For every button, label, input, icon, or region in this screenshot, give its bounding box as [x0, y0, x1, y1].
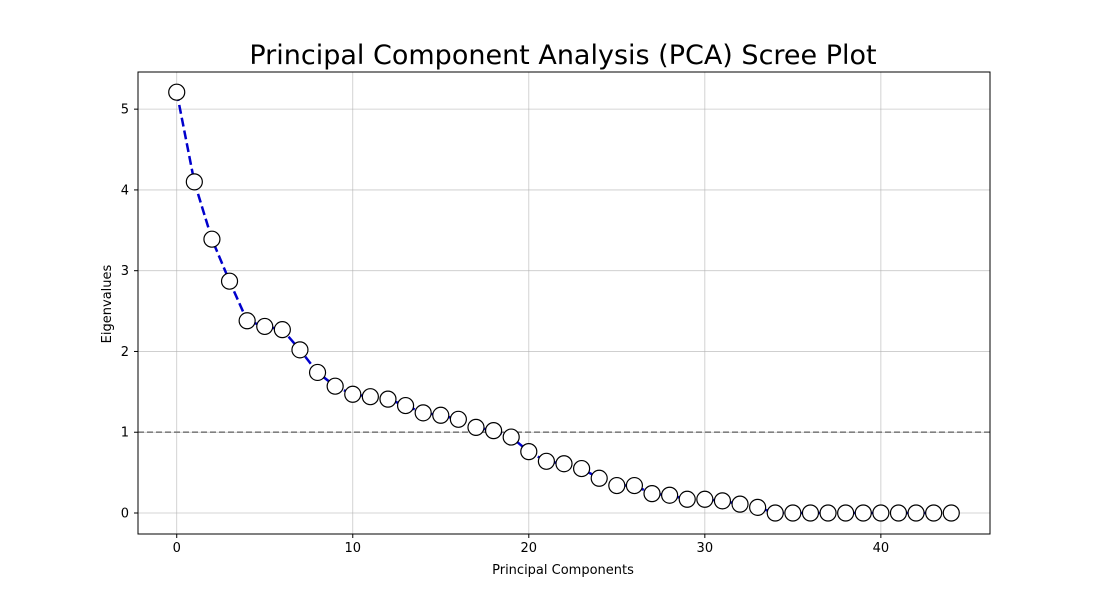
data-point-marker	[273, 321, 291, 339]
y-axis-ticks: 0 1 2 3 4 5	[121, 103, 138, 522]
y-tick-label: 0	[121, 507, 129, 522]
data-point-marker	[326, 377, 344, 395]
y-axis-label: Eigenvalues	[100, 264, 115, 343]
grid-lines	[138, 72, 990, 534]
data-point-marker	[608, 476, 626, 495]
data-point-marker	[467, 418, 485, 436]
x-tick-label: 10	[344, 541, 361, 556]
data-point-marker	[661, 486, 679, 504]
data-point-marker	[520, 443, 538, 461]
x-axis-ticks: 0 10 20 30 40	[173, 534, 890, 556]
data-point-marker	[361, 388, 379, 406]
data-point-marker	[749, 498, 767, 516]
data-point-marker	[573, 459, 591, 478]
y-tick-label: 3	[121, 264, 129, 279]
data-point-marker	[590, 469, 608, 487]
x-tick-label: 30	[697, 541, 714, 556]
y-tick-label: 5	[121, 103, 129, 118]
data-point-marker	[291, 341, 309, 359]
data-point-marker	[256, 317, 274, 336]
data-point-marker	[203, 230, 221, 248]
x-tick-label: 0	[173, 541, 181, 556]
data-point-marker	[801, 504, 820, 522]
data-point-marker	[220, 272, 239, 290]
data-point-marker	[502, 428, 520, 446]
data-point-marker	[854, 504, 872, 522]
data-point-marker	[344, 385, 362, 403]
x-tick-label: 40	[873, 541, 890, 556]
data-point-marker	[643, 485, 661, 503]
data-point-marker	[731, 495, 749, 513]
data-point-marker	[185, 173, 203, 191]
x-tick-label: 20	[521, 541, 538, 556]
chart-title: Principal Component Analysis (PCA) Scree…	[249, 40, 876, 71]
data-point-marker	[819, 504, 837, 522]
data-point-marker	[678, 490, 696, 508]
data-point-marker	[537, 452, 555, 470]
data-point-marker	[308, 363, 327, 382]
data-point-marker	[784, 504, 802, 522]
y-tick-label: 1	[121, 426, 129, 441]
data-point-marker	[696, 490, 714, 508]
data-point-marker	[713, 492, 732, 510]
data-point-marker	[942, 504, 960, 522]
x-axis-label: Principal Components	[492, 563, 634, 578]
data-point-marker	[837, 504, 855, 522]
data-point-marker	[484, 422, 503, 440]
y-tick-label: 4	[121, 183, 129, 198]
data-point-marker	[766, 504, 784, 522]
data-point-marker	[432, 406, 450, 424]
data-point-marker	[925, 504, 943, 522]
data-point-marker	[414, 404, 432, 422]
plot-area-frame	[137, 71, 991, 535]
data-point-marker	[168, 83, 186, 101]
marker-layer	[168, 83, 960, 522]
data-point-marker	[379, 390, 397, 408]
data-point-marker	[907, 504, 925, 522]
data-point-marker	[238, 312, 256, 330]
data-point-marker	[555, 455, 573, 473]
y-tick-label: 2	[121, 345, 129, 360]
data-point-marker	[625, 476, 644, 495]
data-point-marker	[449, 410, 467, 428]
data-point-marker	[396, 396, 415, 415]
data-point-marker	[872, 504, 890, 522]
data-point-marker	[889, 504, 908, 522]
